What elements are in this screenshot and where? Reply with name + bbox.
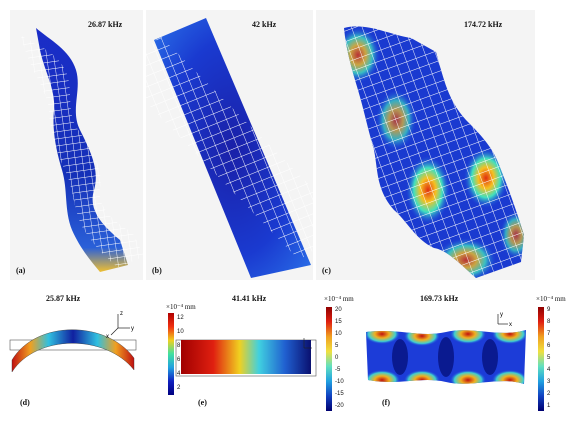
frequency-label-b: 42 kHz [252,20,277,29]
colorbar-f: ×10⁻⁴ mm 9 8 7 6 5 4 3 2 1 [536,295,566,411]
plate-mesh-a [20,21,143,277]
frequency-label-d: 25.87 kHz [46,294,81,303]
panel-label-e: (e) [198,398,207,407]
beam-mode-f: y x [366,312,526,384]
colorbar-e: ×10⁻⁴ mm 20 15 10 5 0 -5 -10 -15 -20 [324,295,354,411]
beam-mode-e [175,338,317,377]
axis-triad-e [303,338,312,349]
axis-triad-d [110,314,130,336]
plate-mesh-c [344,26,524,278]
axis-x-d: x [106,334,109,340]
frequency-label-e: 41.41 kHz [232,294,267,303]
frequency-label-f: 169.73 kHz [420,294,459,303]
panel-label-d: (d) [20,398,30,407]
axis-z-d: z [120,311,123,317]
axis-y-f: y [500,312,503,318]
mode-panel-c: 174.72 kHz (c) [316,10,535,280]
plate-mesh-b [146,10,313,280]
colorbar-unit-d: ×10⁻⁴ mm [166,303,196,311]
axis-x-f: x [509,322,512,328]
panel-label-c: (c) [322,266,331,275]
mode-panel-a: 26.87 kHz (a) [10,10,143,280]
axis-y-d: y [131,326,134,332]
panel-label-b: (b) [152,266,162,275]
beam-mode-d: z y x [9,311,137,373]
frequency-label-a: 26.87 kHz [88,20,123,29]
colorbar-d: ×10⁻⁴ mm 12 10 8 6 4 2 [166,303,206,400]
panel-label-f: (f) [382,398,390,407]
colorbar-unit-f: ×10⁻⁴ mm [536,295,566,303]
axis-triad-f [497,314,508,325]
mode-panel-b: 42 kHz (b) [146,10,313,280]
frequency-label-c: 174.72 kHz [464,20,503,29]
colorbar-unit-e: ×10⁻⁴ mm [324,295,354,303]
panel-label-a: (a) [16,266,26,275]
